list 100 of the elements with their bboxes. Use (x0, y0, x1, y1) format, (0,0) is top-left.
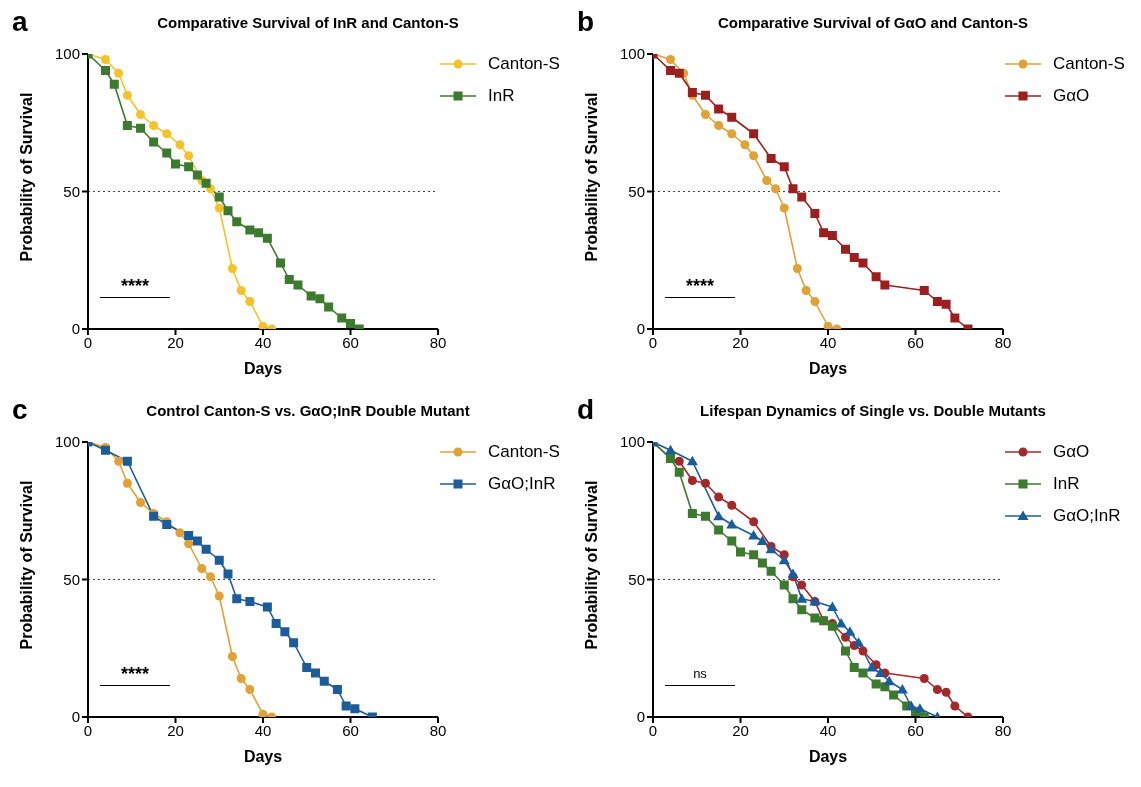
point (206, 572, 215, 582)
chart-title: Control Canton-S vs. GαO;InR Double Mutant (145, 402, 471, 419)
point (727, 112, 737, 122)
significance-bracket: **** (100, 666, 170, 686)
x-tick-label: 20 (732, 333, 749, 351)
point (258, 709, 268, 717)
point (778, 554, 790, 565)
point (797, 192, 807, 202)
point (748, 530, 760, 540)
y-tick-label: 0 (71, 320, 80, 338)
point (701, 90, 710, 100)
point (324, 302, 334, 312)
x-tick-label: 0 (648, 333, 658, 351)
point (787, 568, 799, 578)
point (686, 455, 698, 466)
x-axis-title: Days (808, 360, 848, 377)
chart-title: Comparative Survival of GαO and Canton-S (716, 14, 1030, 31)
point (258, 321, 268, 329)
x-tick-label: 60 (907, 721, 924, 739)
x-axis-title: Days (243, 748, 283, 765)
chart-title: Lifespan Dynamics of Single vs. Double Mutants (699, 402, 1047, 419)
point (162, 148, 172, 158)
point (823, 321, 833, 329)
significance-bracket: **** (100, 278, 170, 298)
x-tick-label: 80 (994, 721, 1012, 739)
point (687, 476, 697, 485)
point (810, 209, 820, 218)
point (797, 605, 807, 615)
point (101, 66, 110, 75)
point (714, 104, 724, 114)
y-axis-title: Probability of Survival (17, 480, 35, 650)
point (162, 129, 172, 139)
point (779, 162, 789, 172)
point (171, 159, 180, 169)
point (736, 547, 745, 557)
point (932, 685, 942, 694)
point (337, 313, 347, 323)
annotation: ns (692, 666, 708, 682)
point (853, 637, 865, 647)
point (779, 580, 789, 590)
point (757, 558, 767, 568)
point (844, 626, 856, 636)
point (687, 509, 697, 518)
point (214, 555, 224, 565)
y-tick-label: 50 (628, 570, 645, 588)
point (101, 55, 110, 64)
point (883, 675, 895, 686)
y-tick-label: 100 (619, 45, 645, 63)
point (841, 646, 850, 656)
point (871, 679, 881, 689)
text: a (12, 6, 28, 38)
point (810, 613, 820, 623)
point (223, 569, 233, 579)
point (232, 594, 242, 604)
y-tick-label: 0 (636, 320, 645, 338)
y-tick-label: 50 (63, 182, 80, 200)
point (280, 627, 290, 637)
point (332, 685, 342, 694)
point (827, 231, 837, 240)
point (749, 151, 759, 161)
point (766, 566, 776, 576)
point (727, 500, 737, 510)
point (184, 539, 194, 549)
point (726, 519, 738, 529)
point (866, 662, 878, 672)
point (740, 140, 750, 150)
point (341, 701, 351, 711)
point (714, 492, 724, 502)
text: d (577, 394, 595, 426)
point (214, 192, 224, 202)
point (293, 280, 303, 290)
point (254, 228, 264, 238)
point (858, 668, 868, 678)
x-tick-label: 20 (167, 721, 184, 739)
legend-label: InR (488, 86, 515, 106)
point (701, 511, 710, 521)
point (666, 55, 675, 64)
point (701, 110, 710, 119)
point (801, 286, 811, 295)
point (346, 319, 355, 328)
legend-label: GαO;InR (1053, 506, 1121, 526)
point (766, 154, 776, 163)
x-tick-label: 80 (429, 333, 447, 351)
point (236, 286, 246, 295)
point (674, 467, 684, 477)
x-tick-label: 40 (254, 333, 272, 351)
chart-title: Comparative Survival of InR and Canton-S (156, 14, 460, 31)
y-tick-label: 50 (63, 570, 80, 588)
point (756, 535, 768, 545)
point (192, 170, 202, 180)
point (849, 663, 859, 672)
legend-label: Canton-S (488, 54, 560, 74)
point (122, 121, 132, 130)
point (875, 667, 886, 677)
point (149, 137, 159, 147)
point (727, 536, 737, 546)
point (666, 66, 675, 75)
point (214, 203, 224, 213)
point (184, 151, 194, 161)
y-axis-title: Probability of Survival (17, 92, 35, 262)
